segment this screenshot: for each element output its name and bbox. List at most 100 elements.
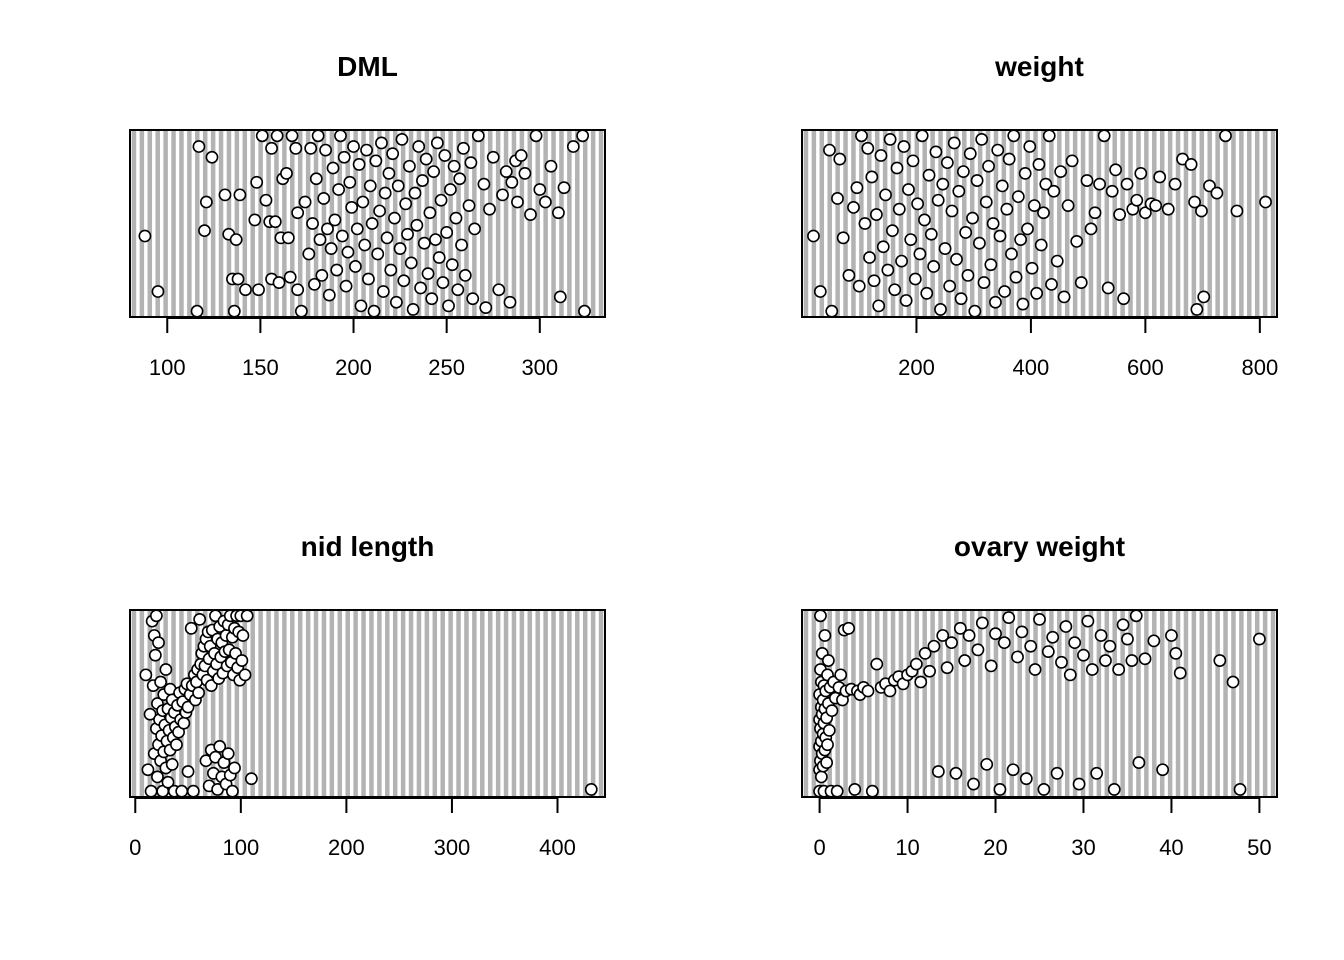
data-point-dml-110: [438, 149, 452, 162]
data-point-dml-1: [151, 285, 165, 298]
data-point-dml-70: [363, 179, 377, 193]
data-point-dml-10: [233, 188, 247, 202]
x-tick-label-ovary-weight-40: 40: [1159, 835, 1183, 860]
x-tick-label-ovary-weight-20: 20: [983, 835, 1007, 860]
data-point-nid-length-10: [149, 609, 163, 623]
data-point-weight-104: [1088, 206, 1102, 220]
data-point-weight-92: [1042, 129, 1056, 143]
data-point-dml-91: [403, 159, 416, 173]
data-point-dml-120: [457, 141, 470, 155]
x-tick-label-dml-300: 300: [521, 355, 558, 380]
data-point-weight-17: [869, 208, 883, 221]
data-point-dml-0: [138, 229, 152, 243]
data-point-ovary-weight-5: [814, 609, 827, 623]
data-point-nid-length-53: [184, 621, 198, 635]
plot-frame-ovary-weight: [801, 609, 1278, 798]
data-point-ovary-weight-36: [825, 704, 839, 718]
data-point-weight-97: [1057, 290, 1071, 304]
data-point-weight-9: [850, 181, 864, 195]
data-point-ovary-weight-93: [1046, 630, 1060, 644]
data-point-dml-58: [341, 245, 355, 259]
data-point-ovary-weight-11: [814, 770, 828, 784]
data-point-weight-88: [1032, 158, 1046, 171]
data-point-weight-12: [858, 217, 872, 230]
data-point-ovary-weight-67: [931, 765, 945, 778]
data-point-ovary-weight-33: [822, 723, 836, 737]
data-point-nid-length-1: [141, 763, 155, 777]
data-point-ovary-weight-115: [1147, 634, 1161, 648]
data-point-dml-143: [538, 195, 552, 209]
data-point-ovary-weight-120: [1213, 654, 1227, 667]
chart-title-dml: DML: [337, 51, 398, 82]
data-point-ovary-weight-66: [927, 639, 941, 653]
data-point-weight-105: [1093, 177, 1106, 191]
data-point-dml-34: [291, 283, 305, 297]
data-point-dml-65: [354, 299, 368, 313]
data-point-weight-42: [927, 260, 941, 273]
data-point-weight-115: [1134, 166, 1148, 180]
data-point-dml-30: [283, 270, 297, 284]
data-point-ovary-weight-114: [1138, 652, 1152, 666]
data-point-dml-9: [229, 233, 243, 247]
data-point-weight-53: [952, 184, 966, 198]
data-point-weight-91: [1039, 177, 1053, 191]
data-point-weight-40: [922, 168, 936, 182]
data-point-nid-length-3: [144, 784, 158, 798]
data-point-dml-52: [330, 263, 344, 277]
data-point-weight-77: [1007, 129, 1021, 143]
data-point-weight-15: [865, 170, 879, 184]
data-point-weight-62: [973, 236, 986, 250]
data-point-dml-138: [514, 149, 528, 162]
data-point-dml-112: [442, 299, 455, 313]
data-point-weight-71: [993, 229, 1007, 243]
data-point-dml-111: [440, 226, 454, 239]
data-point-dml-72: [367, 304, 381, 318]
data-point-weight-59: [966, 211, 979, 225]
data-point-weight-10: [852, 279, 866, 293]
data-point-weight-131: [1230, 204, 1244, 218]
x-tick-label-ovary-weight-30: 30: [1071, 835, 1095, 860]
panel-nid-length: nid length 0 100 200 300 400: [129, 531, 606, 860]
data-point-ovary-weight-112: [1129, 609, 1143, 623]
data-point-weight-83: [1021, 222, 1034, 236]
data-point-weight-47: [938, 242, 952, 255]
data-point-weight-41: [924, 227, 938, 241]
data-point-weight-18: [872, 299, 886, 313]
data-point-dml-89: [399, 197, 413, 211]
data-point-weight-86: [1027, 199, 1041, 212]
data-point-dml-79: [380, 231, 394, 245]
data-point-dml-28: [280, 166, 293, 180]
data-point-dml-62: [348, 260, 362, 273]
data-point-dml-121: [458, 269, 472, 282]
data-point-dml-118: [453, 172, 467, 186]
data-point-weight-90: [1037, 206, 1050, 220]
data-point-weight-114: [1130, 193, 1144, 207]
data-point-dml-124: [466, 292, 480, 306]
data-point-ovary-weight-119: [1173, 666, 1187, 680]
data-point-dml-35: [294, 304, 308, 318]
data-point-nid-length-61: [193, 612, 207, 626]
data-point-ovary-weight-109: [1116, 618, 1130, 632]
data-point-weight-27: [892, 202, 906, 216]
x-tick-label-weight-400: 400: [1013, 355, 1050, 380]
data-point-dml-139: [518, 166, 532, 180]
data-point-dml-88: [397, 274, 411, 288]
data-point-weight-100: [1070, 234, 1084, 248]
data-point-dml-90: [401, 227, 414, 241]
data-point-ovary-weight-121: [1226, 675, 1240, 689]
data-point-dml-61: [347, 140, 360, 153]
data-point-dml-31: [285, 129, 299, 143]
data-point-dml-39: [306, 217, 319, 230]
data-point-weight-38: [918, 213, 931, 227]
data-point-weight-1: [813, 285, 827, 298]
data-point-dml-145: [552, 206, 565, 220]
data-point-weight-102: [1080, 174, 1094, 187]
data-point-ovary-weight-108: [1112, 663, 1126, 676]
data-point-weight-55: [956, 165, 970, 178]
data-point-ovary-weight-85: [1011, 650, 1024, 664]
data-point-dml-43: [313, 233, 327, 247]
data-point-ovary-weight-99: [1072, 777, 1086, 791]
data-point-weight-99: [1065, 154, 1079, 168]
data-point-weight-66: [982, 159, 995, 173]
data-point-weight-46: [936, 177, 950, 191]
